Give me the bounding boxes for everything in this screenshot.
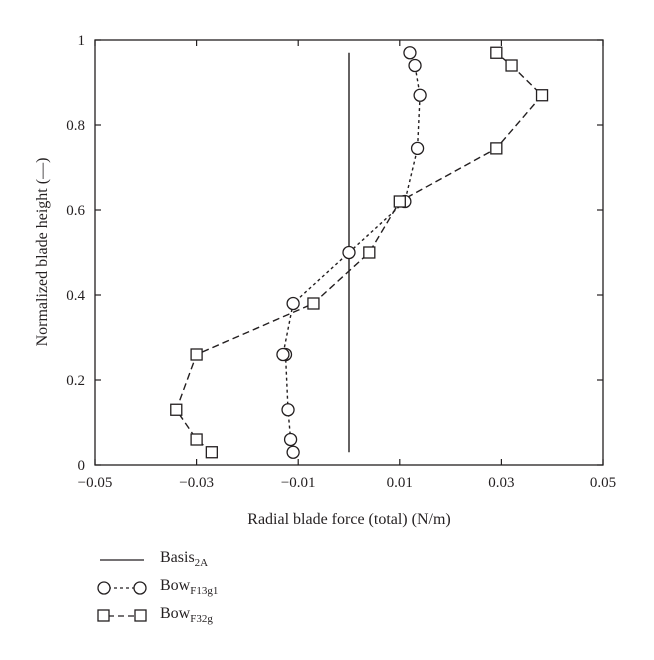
x-axis-title: Radial blade force (total) (N/m) <box>247 511 450 528</box>
data-point-circle <box>281 403 295 417</box>
data-point-square <box>393 195 406 208</box>
chart: −0.05 −0.03 −0.01 0.01 0.03 0.05 0 0.2 0.4 0.6 0.8… <box>34 33 616 528</box>
data-point-square <box>490 142 503 155</box>
x-tick-label: −0.03 <box>179 475 214 491</box>
data-point-square <box>190 348 203 361</box>
legend-label-basis: Basis2A <box>160 549 209 569</box>
data-point-circle <box>286 445 300 459</box>
y-tick-label: 0 <box>78 458 86 474</box>
plot-frame <box>94 39 604 466</box>
legend-label-bow-f32g: BowF32g <box>160 605 213 625</box>
y-tick-label: 0.8 <box>66 118 85 134</box>
data-point-circle <box>410 141 425 156</box>
x-tick-label: −0.05 <box>78 475 113 491</box>
data-point-square <box>170 403 183 416</box>
data-point-square <box>205 446 218 459</box>
legend-item-basis: Basis2A <box>84 546 344 574</box>
data-point-circle <box>413 88 427 102</box>
data-point-square <box>363 246 376 259</box>
data-point-circle <box>283 432 298 447</box>
series-line-2 <box>175 52 543 453</box>
data-point-circle <box>276 347 290 362</box>
data-point-circle <box>403 46 417 60</box>
y-tick-label: 0.2 <box>66 373 85 389</box>
y-tick-label: 0.6 <box>66 203 85 219</box>
legend-item-bow-f32g: BowF32g <box>84 602 344 630</box>
y-axis-title: Normalized blade height (—) <box>34 158 51 347</box>
legend-swatch-bow-f32g <box>97 609 147 622</box>
legend-swatch-basis <box>100 559 144 561</box>
x-tick-label: 0.03 <box>488 475 514 491</box>
x-tick-label: 0.01 <box>387 475 413 491</box>
data-point-square <box>535 89 549 102</box>
data-point-circle <box>408 58 422 73</box>
legend-item-bow-f13g1: BowF13g1 <box>84 574 344 602</box>
legend: Basis2A BowF13g1 BowF32g <box>84 546 344 630</box>
legend-swatch-bow-f13g1 <box>97 581 147 595</box>
x-tick-label: 0.05 <box>590 475 616 491</box>
y-tick-label: 1 <box>78 33 86 49</box>
data-point-square <box>190 433 203 446</box>
data-point-square <box>307 297 320 310</box>
y-tick-label: 0.4 <box>66 288 85 304</box>
data-point-square <box>505 59 518 72</box>
legend-label-bow-f13g1: BowF13g1 <box>160 577 219 597</box>
data-point-circle <box>342 245 356 260</box>
data-point-square <box>490 46 503 59</box>
x-tick-label: −0.01 <box>281 475 316 491</box>
data-point-circle <box>286 296 300 311</box>
